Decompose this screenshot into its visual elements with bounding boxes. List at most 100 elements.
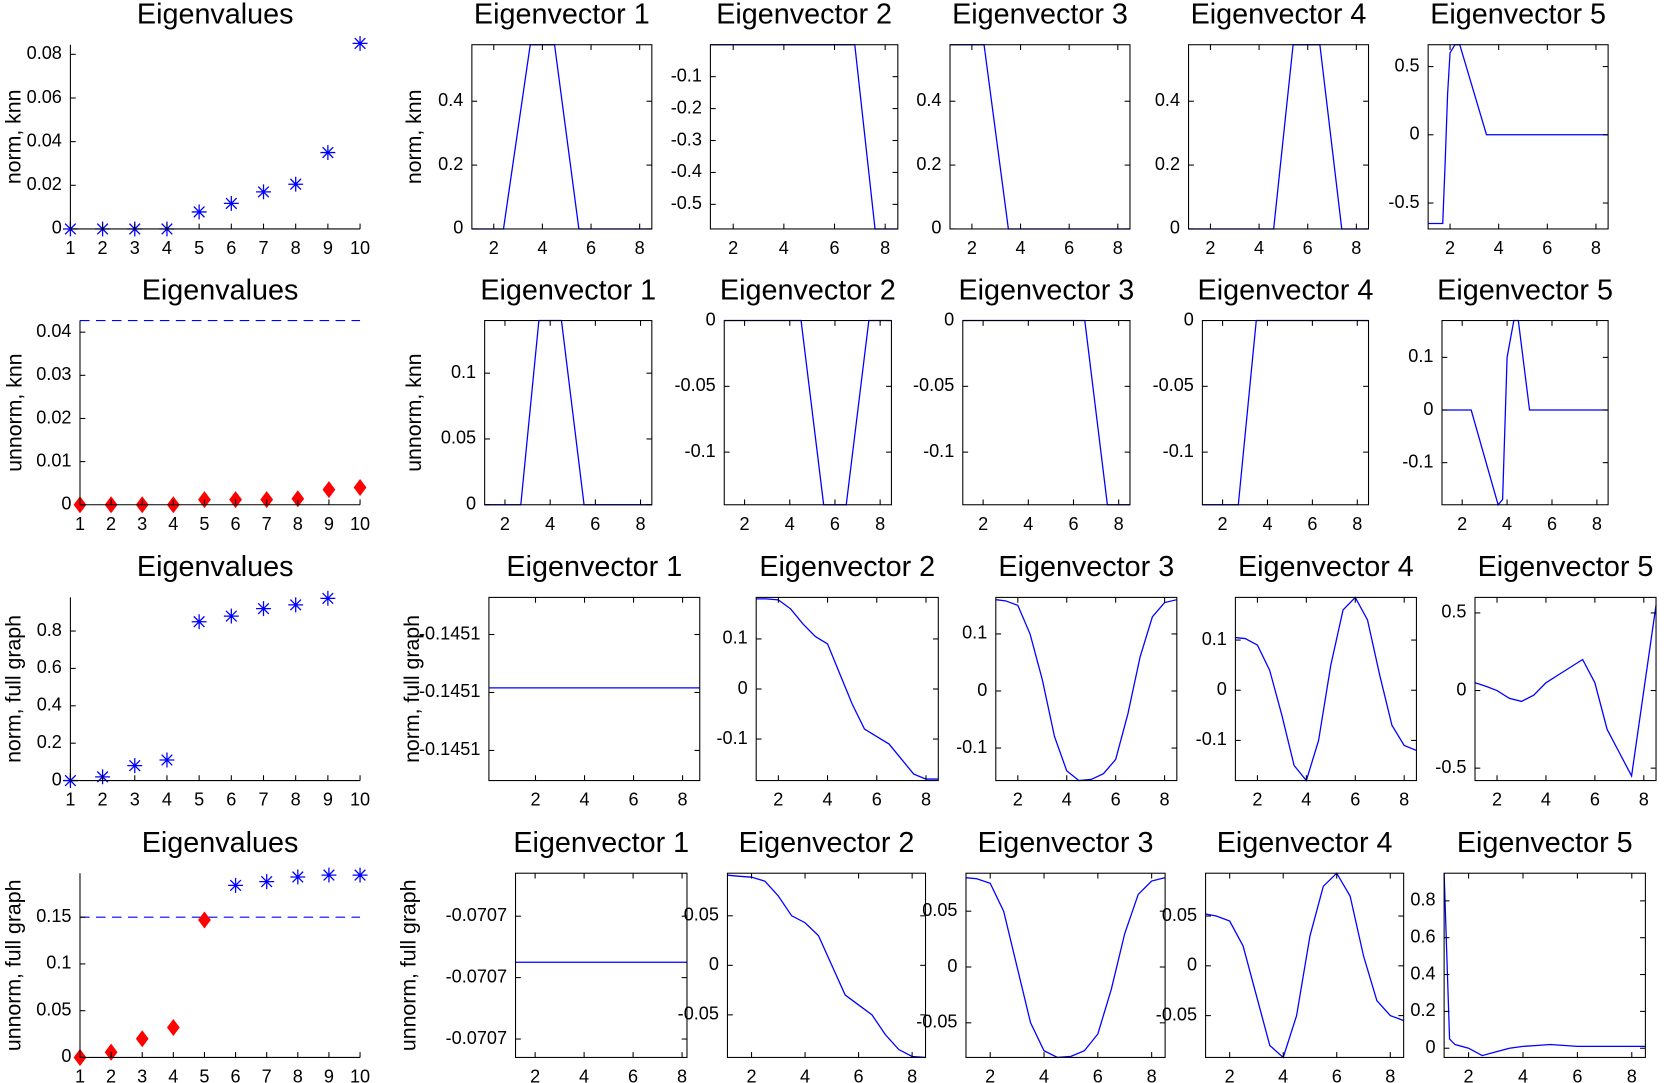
plot-frame (1443, 872, 1646, 1058)
x-tick-label: 3 (130, 790, 140, 810)
x-tick-label: 6 (231, 1066, 241, 1083)
y-tick-label: -0.1 (1196, 729, 1227, 749)
y-tick-label: 0.1 (1202, 629, 1227, 649)
x-tick-label: 6 (872, 790, 882, 810)
chart-title: Eigenvector 4 (1238, 551, 1414, 583)
data-line (756, 598, 939, 780)
y-tick-label: 0.15 (36, 906, 71, 926)
chart-title: Eigenvalues (142, 274, 299, 306)
x-tick-label: 2 (1252, 790, 1262, 810)
x-tick-label: 7 (262, 1066, 272, 1083)
x-tick-label: 2 (530, 790, 540, 810)
y-tick-label: 0.02 (36, 407, 71, 427)
x-tick-label: 8 (1160, 790, 1170, 810)
plot-frame (726, 872, 927, 1058)
x-tick-label: 6 (1350, 790, 1360, 810)
y-tick-label: 0.5 (1441, 602, 1466, 622)
plot-frame (1441, 320, 1609, 506)
y-tick-label: 0.4 (1410, 963, 1435, 983)
y-tick-label: 0.05 (36, 999, 71, 1019)
y-tick-label: 0 (947, 956, 957, 976)
x-tick-label: 1 (65, 238, 75, 258)
y-tick-label: -0.1 (1163, 441, 1194, 461)
plot-frame (965, 872, 1166, 1058)
x-tick-label: 4 (168, 1066, 178, 1083)
y-tick-label: 0 (1184, 309, 1194, 329)
asterisk-marker (191, 614, 207, 630)
y-tick-label: 0 (466, 494, 476, 514)
x-tick-label: 4 (1254, 238, 1264, 258)
x-tick-label: 5 (199, 514, 209, 534)
y-tick-label: -0.1 (956, 737, 987, 757)
y-tick-label: 0.2 (438, 154, 463, 174)
y-tick-label: 0.4 (37, 695, 62, 715)
x-tick-label: 4 (579, 1066, 589, 1083)
x-tick-label: 6 (1111, 790, 1121, 810)
x-tick-label: 8 (291, 790, 301, 810)
x-tick-label: 4 (162, 238, 172, 258)
y-tick-label: 0.4 (916, 90, 941, 110)
y-tick-label: -0.1 (671, 65, 702, 85)
data-line (1188, 44, 1369, 230)
x-tick-label: 8 (1399, 790, 1409, 810)
y-tick-label: 0.04 (27, 130, 62, 150)
asterisk-marker (223, 195, 239, 211)
x-tick-label: 8 (291, 238, 301, 258)
x-tick-label: 3 (137, 1066, 147, 1083)
x-tick-label: 10 (350, 1066, 370, 1083)
y-tick-label: -0.1 (685, 441, 716, 461)
asterisk-marker (288, 176, 304, 192)
asterisk-marker (191, 204, 207, 220)
diamond-marker (135, 1030, 149, 1048)
plot-frame (962, 320, 1131, 506)
y-tick-label: 0.02 (27, 174, 62, 194)
x-tick-label: 10 (350, 790, 370, 810)
chart-title: Eigenvector 2 (759, 551, 935, 583)
asterisk-marker (259, 874, 275, 890)
x-tick-label: 7 (258, 790, 268, 810)
x-tick-label: 4 (1278, 1066, 1288, 1083)
x-tick-label: 9 (324, 1066, 334, 1083)
y-tick-label: 0 (453, 218, 463, 238)
x-tick-label: 2 (98, 790, 108, 810)
y-tick-label: 0 (1187, 955, 1197, 975)
data-line (1205, 872, 1404, 1059)
x-tick-label: 4 (800, 1066, 810, 1083)
chart-title: Eigenvector 2 (720, 274, 896, 306)
y-tick-label: 0.1 (46, 953, 71, 973)
x-tick-label: 6 (829, 238, 839, 258)
x-tick-label: 8 (1352, 514, 1362, 534)
x-tick-label: 9 (323, 238, 333, 258)
x-tick-label: 2 (106, 1066, 116, 1083)
y-tick-label: -0.05 (1156, 1004, 1197, 1024)
chart-title: Eigenvector 1 (513, 827, 689, 859)
x-tick-label: 2 (967, 238, 977, 258)
x-tick-label: 4 (1494, 238, 1504, 258)
data-line (727, 874, 926, 1059)
x-tick-label: 8 (1114, 514, 1124, 534)
chart-title: Eigenvector 3 (998, 551, 1174, 583)
x-tick-label: 6 (1590, 790, 1600, 810)
data-line (471, 44, 652, 230)
x-tick-label: 4 (785, 514, 795, 534)
x-tick-label: 6 (1093, 1066, 1103, 1083)
x-tick-label: 2 (106, 514, 116, 534)
y-tick-label: 0 (709, 954, 719, 974)
asterisk-marker (290, 869, 306, 885)
y-tick-label: -0.1451 (419, 681, 480, 701)
diamond-marker (353, 478, 367, 497)
asterisk-marker (320, 145, 336, 161)
x-tick-label: 4 (779, 238, 789, 258)
y-tick-label: 0.06 (27, 87, 62, 107)
x-tick-label: 6 (590, 514, 600, 534)
x-tick-label: 2 (489, 238, 499, 258)
y-tick-label: 0.6 (37, 657, 62, 677)
x-tick-label: 6 (1303, 238, 1313, 258)
data-line (1474, 605, 1657, 778)
plot-frame (471, 44, 653, 230)
y-axis-label: unnorm, knn (3, 353, 27, 471)
data-line (995, 599, 1177, 782)
y-tick-label: 0 (1426, 1037, 1436, 1057)
x-tick-label: 2 (728, 238, 738, 258)
y-tick-label: 0.1 (723, 628, 748, 648)
